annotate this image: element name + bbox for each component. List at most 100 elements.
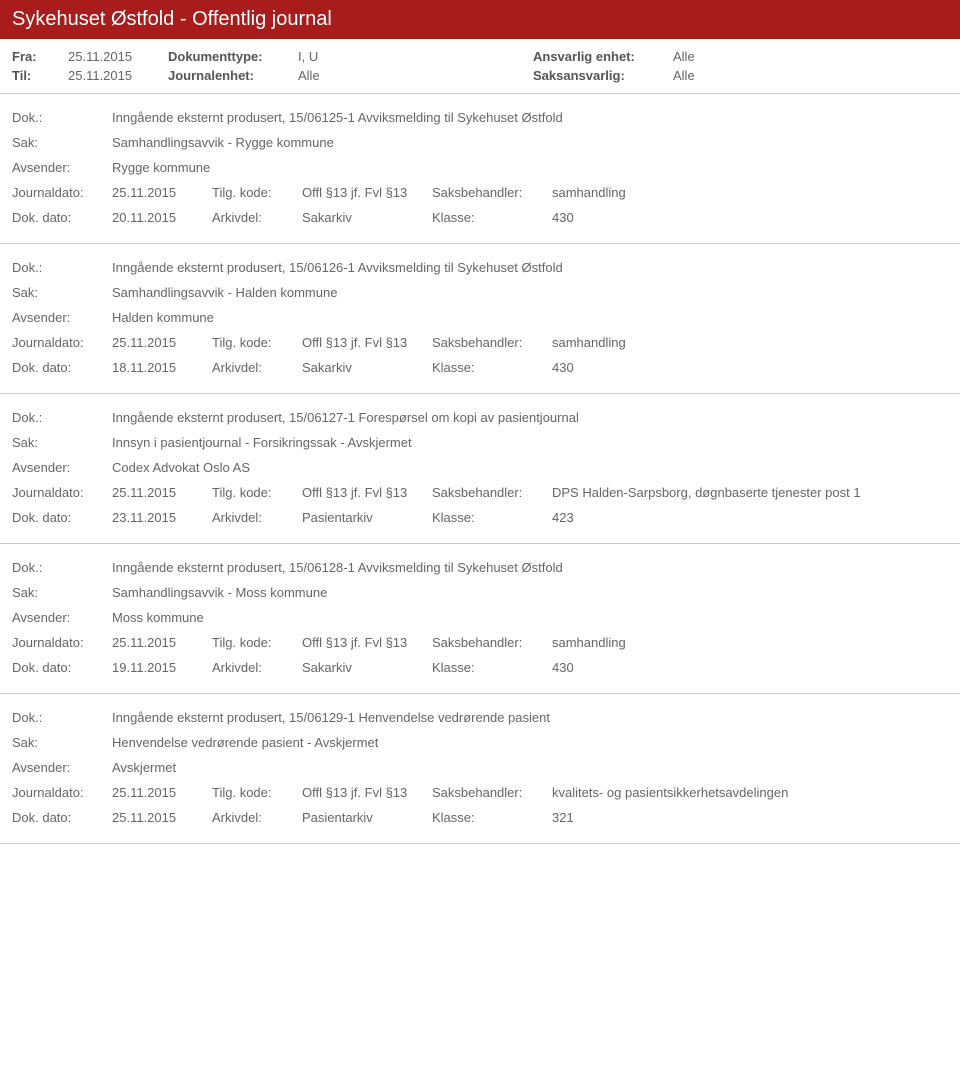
bottom-row-2: Dok. dato: 25.11.2015 Arkivdel: Pasienta… [12,810,948,825]
bottom-row-2: Dok. dato: 18.11.2015 Arkivdel: Sakarkiv… [12,360,948,375]
avsender-value: Moss kommune [112,610,948,625]
avsender-label: Avsender: [12,310,112,325]
bottom-row-1: Journaldato: 25.11.2015 Tilg. kode: Offl… [12,785,948,800]
tilgkode-value: Offl §13 jf. Fvl §13 [302,635,432,650]
avsender-row: Avsender: Halden kommune [12,310,948,325]
journaldato-label: Journaldato: [12,485,112,500]
dok-label: Dok.: [12,410,112,425]
dok-row: Dok.: Inngående eksternt produsert, 15/0… [12,260,948,275]
page-header: Sykehuset Østfold - Offentlig journal [0,0,960,39]
sak-label: Sak: [12,735,112,750]
journaldato-value: 25.11.2015 [112,185,212,200]
dokdato-value: 18.11.2015 [112,360,212,375]
journaldato-label: Journaldato: [12,185,112,200]
bottom-row-1: Journaldato: 25.11.2015 Tilg. kode: Offl… [12,635,948,650]
journaldato-value: 25.11.2015 [112,335,212,350]
meta-row-1: Fra: 25.11.2015 Dokumenttype: I, U Ansva… [12,49,948,64]
tilgkode-label: Tilg. kode: [212,485,302,500]
klasse-label: Klasse: [432,360,552,375]
arkivdel-value: Sakarkiv [302,210,432,225]
fra-value: 25.11.2015 [68,49,168,64]
dokdato-label: Dok. dato: [12,510,112,525]
sak-row: Sak: Henvendelse vedrørende pasient - Av… [12,735,948,750]
sak-label: Sak: [12,435,112,450]
ansvarlig-label: Ansvarlig enhet: [533,49,673,64]
arkivdel-value: Pasientarkiv [302,810,432,825]
dokdato-label: Dok. dato: [12,360,112,375]
arkivdel-value: Sakarkiv [302,360,432,375]
journaldato-label: Journaldato: [12,335,112,350]
klasse-value: 430 [552,660,948,675]
ansvarlig-value: Alle [673,49,773,64]
til-label: Til: [12,68,68,83]
saksbehandler-value: DPS Halden-Sarpsborg, døgnbaserte tjenes… [552,485,948,500]
bottom-row-2: Dok. dato: 20.11.2015 Arkivdel: Sakarkiv… [12,210,948,225]
klasse-value: 430 [552,210,948,225]
avsender-value: Halden kommune [112,310,948,325]
journaldato-label: Journaldato: [12,635,112,650]
journal-entry: Dok.: Inngående eksternt produsert, 15/0… [0,694,960,844]
sak-label: Sak: [12,135,112,150]
arkivdel-label: Arkivdel: [212,810,302,825]
sak-row: Sak: Samhandlingsavvik - Moss kommune [12,585,948,600]
doktype-value: I, U [298,49,358,64]
bottom-row-1: Journaldato: 25.11.2015 Tilg. kode: Offl… [12,185,948,200]
bottom-row-2: Dok. dato: 23.11.2015 Arkivdel: Pasienta… [12,510,948,525]
tilgkode-label: Tilg. kode: [212,335,302,350]
dok-label: Dok.: [12,110,112,125]
klasse-value: 423 [552,510,948,525]
fra-label: Fra: [12,49,68,64]
saksbehandler-value: samhandling [552,635,948,650]
klasse-value: 430 [552,360,948,375]
dok-row: Dok.: Inngående eksternt produsert, 15/0… [12,110,948,125]
tilgkode-value: Offl §13 jf. Fvl §13 [302,485,432,500]
arkivdel-label: Arkivdel: [212,510,302,525]
klasse-label: Klasse: [432,810,552,825]
arkivdel-value: Sakarkiv [302,660,432,675]
avsender-label: Avsender: [12,610,112,625]
sak-value: Samhandlingsavvik - Moss kommune [112,585,948,600]
arkivdel-label: Arkivdel: [212,360,302,375]
journaldato-label: Journaldato: [12,785,112,800]
dok-value: Inngående eksternt produsert, 15/06127-1… [112,410,948,425]
page-title: Sykehuset Østfold - Offentlig journal [12,8,332,30]
entries-container: Dok.: Inngående eksternt produsert, 15/0… [0,94,960,844]
sak-row: Sak: Innsyn i pasientjournal - Forsikrin… [12,435,948,450]
journalenhet-value: Alle [298,68,358,83]
avsender-value: Avskjermet [112,760,948,775]
meta-section: Fra: 25.11.2015 Dokumenttype: I, U Ansva… [0,39,960,94]
avsender-row: Avsender: Codex Advokat Oslo AS [12,460,948,475]
tilgkode-label: Tilg. kode: [212,785,302,800]
journal-entry: Dok.: Inngående eksternt produsert, 15/0… [0,244,960,394]
saksbehandler-value: samhandling [552,185,948,200]
avsender-row: Avsender: Rygge kommune [12,160,948,175]
avsender-label: Avsender: [12,760,112,775]
dok-label: Dok.: [12,560,112,575]
journal-entry: Dok.: Inngående eksternt produsert, 15/0… [0,544,960,694]
saksbehandler-label: Saksbehandler: [432,335,552,350]
dok-value: Inngående eksternt produsert, 15/06128-1… [112,560,948,575]
tilgkode-value: Offl §13 jf. Fvl §13 [302,335,432,350]
dokdato-value: 23.11.2015 [112,510,212,525]
meta-row-2: Til: 25.11.2015 Journalenhet: Alle Saksa… [12,68,948,83]
dokdato-value: 20.11.2015 [112,210,212,225]
saksbehandler-value: kvalitets- og pasientsikkerhetsavdelinge… [552,785,948,800]
til-value: 25.11.2015 [68,68,168,83]
avsender-row: Avsender: Avskjermet [12,760,948,775]
dok-row: Dok.: Inngående eksternt produsert, 15/0… [12,410,948,425]
tilgkode-value: Offl §13 jf. Fvl §13 [302,785,432,800]
sak-value: Samhandlingsavvik - Halden kommune [112,285,948,300]
dok-value: Inngående eksternt produsert, 15/06126-1… [112,260,948,275]
saksansvarlig-label: Saksansvarlig: [533,68,673,83]
arkivdel-label: Arkivdel: [212,210,302,225]
dok-value: Inngående eksternt produsert, 15/06125-1… [112,110,948,125]
sak-row: Sak: Samhandlingsavvik - Rygge kommune [12,135,948,150]
journaldato-value: 25.11.2015 [112,485,212,500]
avsender-row: Avsender: Moss kommune [12,610,948,625]
tilgkode-label: Tilg. kode: [212,185,302,200]
dokdato-label: Dok. dato: [12,210,112,225]
bottom-row-2: Dok. dato: 19.11.2015 Arkivdel: Sakarkiv… [12,660,948,675]
tilgkode-value: Offl §13 jf. Fvl §13 [302,185,432,200]
avsender-value: Codex Advokat Oslo AS [112,460,948,475]
dok-row: Dok.: Inngående eksternt produsert, 15/0… [12,560,948,575]
